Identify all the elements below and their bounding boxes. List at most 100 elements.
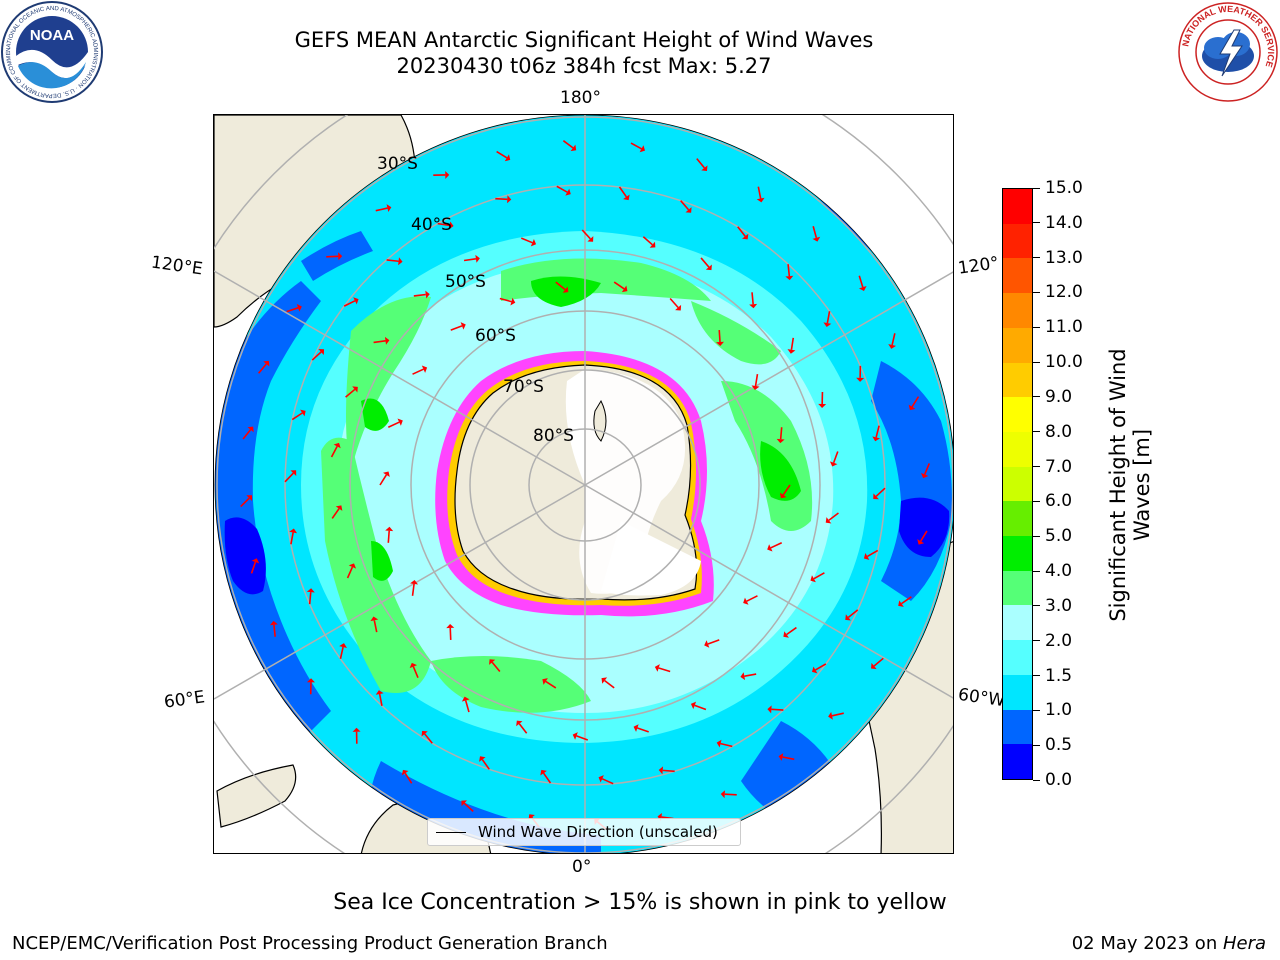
colorbar-segment (1003, 536, 1032, 571)
wind-wave-arrow-head (410, 579, 419, 585)
wind-wave-arrow-head (701, 165, 708, 171)
wind-wave-arrow-head (289, 528, 298, 534)
colorbar-label-line2: Waves [m] (1130, 428, 1154, 542)
wind-wave-arrow-head (872, 436, 881, 442)
wind-wave-arrow-head (633, 724, 639, 732)
wind-wave-arrow-shaft (757, 186, 762, 199)
colorbar-label-line1: Significant Height of Wind (1106, 348, 1130, 622)
colorbar-tick-mark (1033, 640, 1040, 642)
colorbar-tick-mark (1033, 570, 1040, 572)
colorbar-tick-label: 6.0 (1045, 491, 1073, 512)
wind-wave-arrow-head (333, 442, 341, 449)
lat-label-80s: 80°S (533, 426, 574, 446)
wind-wave-arrow-shaft (387, 421, 400, 428)
wind-wave-arrow-head (823, 322, 832, 327)
wind-wave-arrow-head (461, 800, 467, 807)
wind-wave-arrow-shaft (724, 793, 737, 796)
colorbar-segment (1003, 501, 1032, 537)
wind-wave-arrow-head (570, 144, 577, 152)
wind-wave-arrow-shaft (866, 549, 879, 558)
colorbar-tick-label: 4.0 (1045, 561, 1073, 582)
wind-wave-arrow-shaft (499, 297, 512, 303)
colorbar-segment (1003, 570, 1032, 606)
wind-wave-arrow-shaft (290, 532, 294, 545)
colorbar-segment (1003, 744, 1032, 779)
wind-wave-arrow-shaft (790, 337, 795, 350)
wind-wave-arrow-head (787, 349, 796, 354)
colorbar-segment (1003, 223, 1032, 259)
wind-wave-arrow-shaft (373, 340, 386, 344)
colorbar-tick-mark (1033, 291, 1040, 293)
wind-wave-arrow-shaft (373, 620, 378, 633)
wind-wave-arrow-head (898, 600, 904, 607)
wind-wave-arrow-head (623, 194, 630, 201)
wind-wave-arrow-shaft (339, 646, 344, 659)
wind-wave-arrow-head (338, 252, 343, 261)
lon-label-0: 0° (572, 857, 592, 877)
wind-wave-arrow-head (785, 275, 794, 281)
wind-wave-arrow-head (306, 588, 315, 593)
wind-wave-arrow-shaft (375, 207, 388, 212)
wind-wave-arrow-head (658, 766, 664, 775)
footer-host: Hera (1222, 933, 1266, 954)
lat-label-60s: 60°S (475, 326, 516, 346)
wind-wave-arrow-shaft (581, 229, 591, 240)
wind-wave-arrow-head (530, 238, 537, 247)
wind-wave-arrow-shaft (562, 140, 574, 149)
colorbar-segment (1003, 397, 1032, 432)
wind-wave-arrow-shaft (832, 451, 839, 464)
colorbar-segment (1003, 258, 1032, 294)
wind-wave-arrow-shaft (771, 708, 784, 711)
colorbar-segment (1003, 674, 1032, 710)
wind-wave-arrows (240, 140, 931, 830)
wind-wave-arrow-shaft (343, 300, 356, 307)
wind-wave-arrow-head (776, 438, 785, 444)
wind-wave-arrow-shaft (847, 609, 859, 619)
wind-wave-arrow-head (858, 286, 867, 292)
wind-wave-arrow-head (516, 720, 523, 727)
wind-wave-arrow-shaft (424, 733, 433, 744)
wind-wave-arrow-head (384, 336, 390, 345)
wind-wave-arrow-head (810, 575, 816, 583)
lat-label-70s: 70°S (503, 377, 544, 397)
colorbar-segment (1003, 362, 1032, 398)
wind-wave-arrow-head (767, 705, 772, 714)
colorbar-segment (1003, 466, 1032, 502)
wind-wave-arrow-shaft (576, 735, 589, 741)
wind-wave-arrow-head (383, 471, 390, 477)
wind-wave-arrow-shaft (412, 368, 424, 375)
wind-wave-arrow-head (397, 418, 403, 426)
wind-wave-arrow-shaft (812, 226, 818, 239)
colorbar (1002, 188, 1033, 780)
colorbar-tick-mark (1033, 500, 1040, 502)
wind-wave-arrow-head (720, 790, 725, 799)
colorbar-tick-label: 3.0 (1045, 595, 1073, 616)
wind-wave-arrow-shaft (437, 222, 450, 227)
wind-wave-arrow-shaft (556, 185, 568, 193)
wind-wave-arrow-shaft (520, 237, 533, 244)
wind-wave-arrow-head (779, 492, 787, 499)
colorbar-tick-label: 0.5 (1045, 735, 1073, 756)
wind-wave-arrow-head (460, 322, 466, 330)
map-legend: Wind Wave Direction (unscaled) (427, 818, 741, 846)
wind-wave-arrow-head (811, 666, 818, 674)
wind-wave-arrow-head (716, 739, 722, 748)
wind-wave-arrow-head (716, 341, 724, 347)
wind-wave-arrow-head (829, 461, 838, 467)
wind-wave-arrow-shaft (604, 679, 615, 689)
wind-wave-arrow-head (461, 696, 470, 702)
wind-wave-arrow-head (562, 286, 569, 293)
wind-wave-arrow-shaft (518, 723, 528, 734)
wind-wave-arrow-head (654, 664, 660, 672)
wind-wave-arrow-head (742, 233, 749, 240)
wind-wave-arrow-head (353, 297, 359, 305)
colorbar-segment (1003, 327, 1032, 363)
wind-wave-arrow-shaft (463, 802, 474, 812)
wind-wave-arrow-shaft (630, 142, 642, 150)
wind-wave-arrow-head (348, 563, 357, 569)
wind-wave-arrow-head (401, 769, 409, 776)
colorbar-tick-mark (1033, 466, 1040, 468)
wind-wave-arrow-head (705, 264, 712, 271)
wind-wave-arrow-shaft (449, 627, 452, 640)
colorbar-tick-mark (1033, 257, 1040, 259)
